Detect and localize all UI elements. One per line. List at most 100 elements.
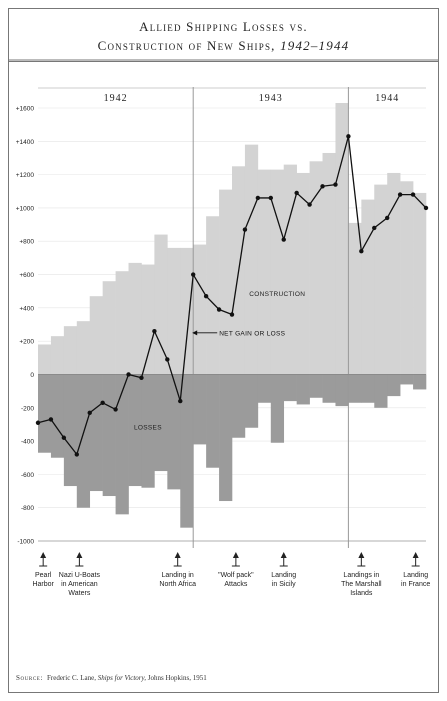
year-label: 1942	[104, 93, 128, 104]
net-point	[410, 192, 416, 197]
loss-bar	[141, 374, 155, 488]
net-point	[203, 293, 209, 299]
loss-bar	[63, 374, 78, 487]
event-label-line: North Africa	[159, 581, 196, 588]
y-tick-label: +1000	[16, 205, 35, 212]
loss-bar	[374, 374, 388, 408]
net-point	[216, 307, 222, 312]
event-label-line: Harbor	[32, 581, 54, 588]
net-point	[74, 452, 80, 457]
title-box: Allied Shipping Losses vs. Construction …	[9, 9, 438, 62]
event-label-line: Attacks	[224, 581, 247, 588]
event-label-line: The Marshall	[341, 581, 382, 588]
loss-bar	[413, 374, 427, 390]
net-point	[35, 420, 41, 425]
loss-bar	[102, 374, 116, 497]
loss-bar	[400, 374, 414, 385]
construction-bar	[102, 281, 116, 375]
y-tick-label: +600	[19, 272, 34, 279]
loss-bar	[89, 374, 103, 492]
construction-bar	[128, 262, 142, 375]
losses-label: LOSSES	[134, 424, 162, 431]
event-arrowhead	[174, 552, 181, 558]
construction-bar	[115, 271, 129, 375]
event-arrowhead	[280, 552, 287, 558]
net-point	[191, 272, 196, 277]
construction-bar	[413, 192, 427, 375]
y-tick-label: +400	[19, 305, 34, 312]
event-label-line: in American	[61, 581, 98, 588]
construction-bar	[374, 184, 388, 375]
y-tick-label: -600	[21, 472, 34, 479]
loss-bar	[348, 374, 362, 403]
construction-bar	[206, 216, 220, 375]
y-tick-label: -800	[21, 505, 34, 512]
event-label-line: Pearl	[35, 572, 52, 579]
event-label-line: Waters	[68, 590, 90, 597]
y-tick-label: -400	[21, 439, 34, 446]
net-point	[294, 190, 299, 196]
construction-bar	[309, 161, 323, 375]
construction-bar	[50, 336, 65, 375]
net-annotation-label: NET GAIN OR LOSS	[219, 330, 285, 337]
event-label-line: in Sicily	[272, 581, 296, 588]
net-point	[113, 407, 118, 412]
event-arrowhead	[358, 552, 365, 558]
event-label-line: in France	[401, 581, 430, 588]
construction-bar	[167, 247, 181, 375]
loss-bar	[257, 374, 272, 403]
chart-frame: Allied Shipping Losses vs. Construction …	[8, 8, 439, 693]
net-point	[87, 410, 92, 415]
event-arrowhead	[232, 552, 239, 558]
loss-bar	[115, 374, 129, 515]
y-tick-label: +1600	[16, 106, 35, 113]
net-point	[281, 237, 286, 242]
event-label: Nazi U-Boats in American Waters	[59, 572, 101, 597]
construction-bar	[257, 169, 272, 375]
loss-bar	[206, 374, 220, 468]
construction-bar	[387, 172, 401, 375]
year-label: 1944	[375, 93, 399, 104]
net-point	[320, 184, 325, 189]
event-label-line: Landing	[271, 572, 296, 579]
loss-bar	[244, 374, 259, 428]
net-point	[307, 202, 312, 207]
net-point	[423, 205, 429, 211]
year-label: 1943	[259, 93, 283, 104]
net-point	[48, 417, 54, 422]
net-point	[229, 312, 235, 317]
loss-bar	[38, 374, 52, 453]
loss-bar	[219, 374, 233, 502]
event-marker: Nazi U-Boats in American Waters	[59, 552, 101, 597]
title-prefix: Construction of New Ships,	[97, 38, 281, 53]
source-suffix: Johns Hopkins, 1951	[146, 674, 207, 682]
construction-bar	[180, 247, 194, 375]
loss-bar	[180, 374, 194, 528]
net-point	[100, 400, 105, 405]
construction-bar	[296, 172, 310, 375]
construction-bar	[76, 321, 91, 375]
construction-bar	[361, 199, 375, 375]
loss-bar	[167, 374, 181, 490]
net-point	[372, 225, 377, 231]
net-point	[165, 357, 170, 362]
loss-bar	[309, 374, 323, 398]
net-annotation-arrowhead	[192, 330, 198, 336]
loss-bar	[296, 374, 310, 405]
y-tick-label: +1200	[16, 172, 35, 179]
event-label-line: Landing in	[162, 572, 194, 579]
event-label: Pearl Harbor	[32, 572, 54, 588]
net-point	[61, 435, 67, 440]
event-marker: Landing in France	[401, 552, 430, 588]
net-point	[152, 328, 157, 334]
loss-bar	[193, 374, 207, 445]
net-point	[346, 134, 351, 139]
event-arrowhead	[412, 552, 419, 558]
construction-bar	[348, 222, 362, 375]
event-arrowhead	[76, 552, 83, 558]
event-label: Landing in North Africa	[159, 572, 196, 588]
y-tick-label: -1000	[17, 539, 34, 546]
net-point	[242, 227, 248, 232]
event-arrowhead	[40, 552, 47, 558]
